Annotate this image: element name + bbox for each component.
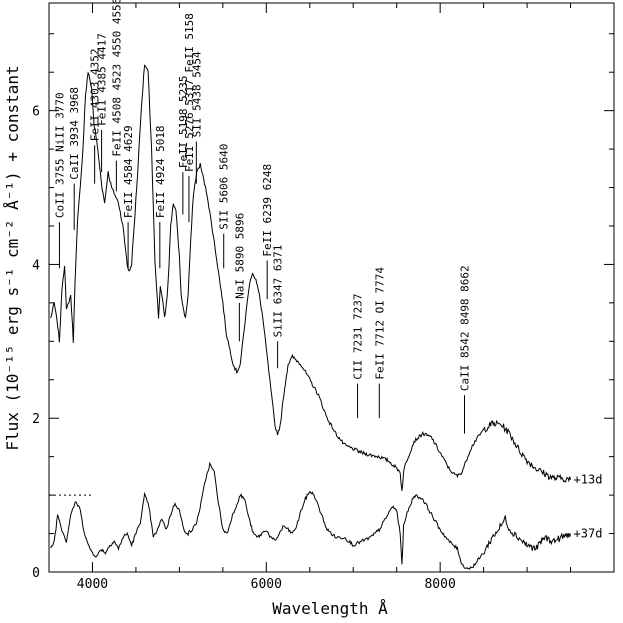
spectrum-line-plus37d	[50, 461, 571, 570]
y-tick-label: 6	[32, 105, 40, 120]
y-tick-label: 0	[32, 566, 40, 581]
line-id-label: SII 5438 5454	[190, 51, 203, 137]
x-tick-label: 6000	[251, 577, 282, 592]
line-id-label: FeII 5276 5317 FeII 5158	[183, 13, 196, 172]
x-tick-label: 4000	[77, 577, 108, 592]
line-id-label: FeII 5198 5235	[177, 75, 190, 168]
line-id-label: CoII 3755 NiII 3770	[53, 92, 66, 218]
x-tick-label: 8000	[424, 577, 455, 592]
line-id-label: SII 5606 5640	[218, 144, 231, 230]
line-id-label: CII 7231 7237	[352, 294, 365, 380]
y-axis-title: Flux (10⁻¹⁵ erg s⁻¹ cm⁻² Å⁻¹) + constant	[3, 65, 22, 450]
y-tick-label: 2	[32, 412, 40, 427]
series-label: +13d	[574, 473, 603, 487]
spectrum-line-plus13d	[50, 64, 571, 491]
line-id-label: SiII 6347 6371	[272, 245, 285, 338]
line-id-label: FeII 6239 6248	[261, 164, 274, 257]
series-label: +37d	[574, 527, 603, 541]
line-id-label: FeII 4584 4629	[122, 125, 135, 218]
line-id-label: FeII 7712 OI 7774	[373, 267, 386, 380]
line-id-label: FeII 4385 4417	[96, 33, 109, 126]
line-id-label: FeII 4303 4352	[89, 49, 102, 142]
line-id-label: CaII 8542 8498 8662	[458, 265, 471, 391]
x-axis-title: Wavelength Å	[272, 599, 388, 618]
plot-frame	[48, 2, 615, 573]
y-tick-label: 4	[32, 258, 40, 273]
line-id-label: CaII 3934 3968	[68, 87, 81, 180]
line-id-label: FeII 4508 4523 4550 4556	[110, 0, 123, 157]
line-id-label: FeII 4924 5018	[154, 125, 167, 218]
line-id-label: NaI 5890 5896	[233, 213, 246, 299]
